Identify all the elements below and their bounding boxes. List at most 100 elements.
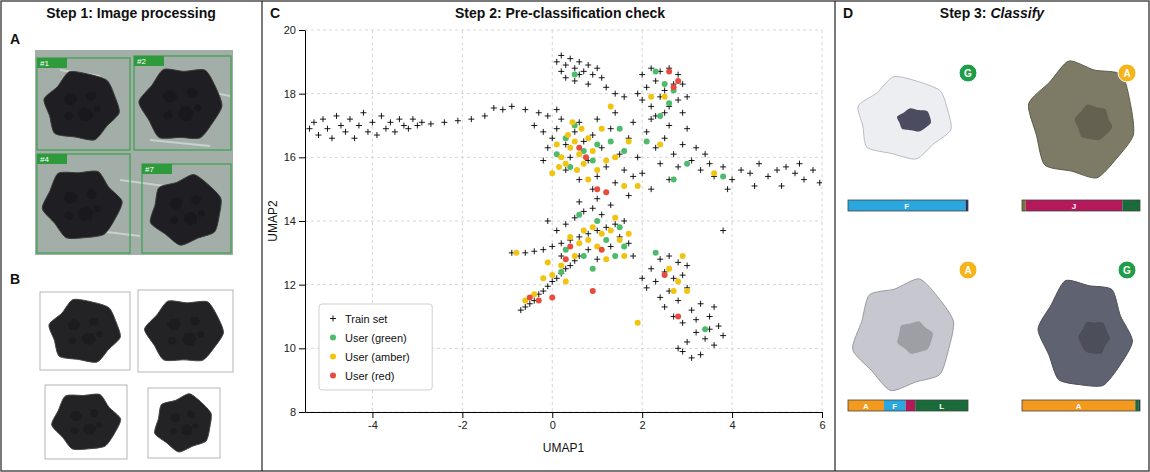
point	[549, 170, 555, 176]
point	[621, 167, 627, 173]
rock-texture	[182, 424, 193, 436]
point	[612, 215, 618, 221]
point	[698, 301, 704, 307]
point	[662, 94, 668, 100]
rock	[42, 171, 122, 238]
legend-label: User (amber)	[345, 351, 410, 363]
point	[567, 145, 573, 151]
point	[756, 161, 762, 167]
point	[707, 161, 713, 167]
rock-texture	[184, 211, 197, 225]
point	[662, 272, 668, 278]
tick-mark	[299, 221, 305, 222]
point	[554, 126, 560, 132]
detection-box	[134, 56, 231, 150]
point	[572, 78, 578, 84]
point	[599, 247, 605, 253]
point	[549, 294, 555, 300]
point	[572, 253, 578, 259]
point	[545, 283, 551, 289]
detection-box	[37, 58, 130, 150]
point	[698, 352, 704, 358]
tick-label: 14	[284, 215, 296, 227]
point	[639, 97, 645, 103]
series	[527, 68, 681, 319]
point	[468, 116, 474, 122]
point	[612, 180, 618, 186]
point	[576, 177, 582, 183]
point	[608, 243, 614, 249]
point	[563, 221, 569, 227]
point	[617, 126, 623, 132]
rock-texture	[96, 331, 103, 337]
point	[648, 94, 654, 100]
grid-line	[305, 284, 822, 285]
point	[671, 288, 677, 294]
panel-divider	[261, 1, 262, 471]
crop-box	[45, 385, 127, 459]
point	[455, 118, 461, 124]
point	[558, 269, 564, 275]
rock-texture	[182, 333, 197, 346]
detection-tag	[134, 56, 164, 66]
tick-mark	[299, 348, 305, 349]
legend-label: User (red)	[345, 370, 395, 382]
point	[752, 183, 758, 189]
segment-label: A	[863, 402, 869, 411]
point	[639, 170, 645, 176]
series	[554, 68, 726, 332]
y-axis: 8101214161820	[284, 24, 306, 418]
point	[572, 72, 578, 78]
point	[621, 94, 627, 100]
bar-segment	[1022, 400, 1135, 411]
point	[545, 145, 551, 151]
point	[621, 183, 627, 189]
tick-mark	[552, 412, 553, 418]
rock-texture	[78, 108, 94, 121]
tick-label: 0	[550, 419, 556, 431]
panel-title: Step 3: Classify	[940, 5, 1045, 21]
panel-letter: D	[843, 5, 853, 21]
point	[684, 288, 690, 294]
point	[792, 170, 798, 176]
detection-label: #4	[40, 155, 49, 164]
point	[612, 253, 618, 259]
rock-texture	[1078, 322, 1110, 354]
point	[621, 243, 627, 249]
point	[578, 126, 584, 132]
tick-label: 20	[284, 24, 296, 36]
tick-mark	[642, 412, 643, 418]
point	[657, 294, 663, 300]
point	[590, 148, 596, 154]
series	[306, 52, 822, 360]
point	[639, 275, 645, 281]
point	[648, 116, 654, 122]
bar-labels: FJAFLA	[863, 202, 1082, 411]
point	[576, 240, 582, 246]
legend-label: User (green)	[345, 332, 407, 344]
panel-c: -4-202468101214161820UMAP1UMAP2Train set…	[266, 24, 826, 455]
point	[684, 126, 690, 132]
rock	[858, 76, 951, 159]
point	[365, 129, 371, 135]
point	[383, 126, 389, 132]
legend-label: Train set	[345, 313, 387, 325]
point	[675, 259, 681, 265]
panel-title-part: Classify	[990, 5, 1045, 21]
grid	[305, 30, 822, 412]
rock-texture	[198, 210, 205, 217]
point	[639, 72, 645, 78]
point	[711, 170, 717, 176]
point	[360, 110, 366, 116]
point	[585, 247, 591, 253]
segment-label: L	[939, 402, 944, 411]
detection-label: #2	[137, 57, 146, 66]
rock-texture	[89, 317, 99, 325]
tick: 8	[290, 406, 305, 418]
point	[522, 304, 528, 310]
tick: 20	[284, 24, 305, 36]
point	[320, 116, 326, 122]
point	[549, 278, 555, 284]
rock-texture	[1075, 104, 1113, 140]
tick-mark	[299, 94, 305, 95]
